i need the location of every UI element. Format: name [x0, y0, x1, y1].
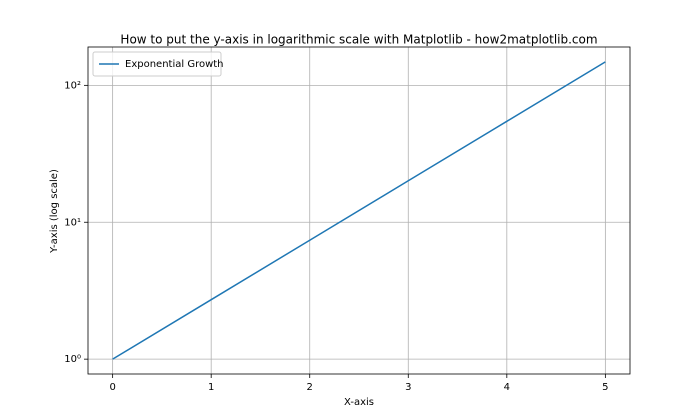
y-tick-label: 10⁰ [64, 354, 81, 365]
chart-title: How to put the y-axis in logarithmic sca… [120, 33, 597, 47]
legend-label: Exponential Growth [125, 59, 224, 70]
x-tick-label: 4 [504, 382, 510, 393]
y-tick-label: 10¹ [64, 217, 81, 228]
data-line [112, 61, 606, 360]
x-tick-label: 3 [405, 382, 411, 393]
y-tick-label: 10² [64, 80, 81, 91]
plot-frame [87, 46, 631, 375]
x-tick-label: 2 [307, 382, 313, 393]
x-tick-label: 5 [602, 382, 608, 393]
x-axis-label: X-axis [344, 397, 374, 408]
y-axis-label: Y-axis (log scale) [49, 169, 60, 254]
x-tick-label: 0 [109, 382, 115, 393]
x-tick-label: 1 [208, 382, 214, 393]
legend-box [92, 51, 222, 77]
